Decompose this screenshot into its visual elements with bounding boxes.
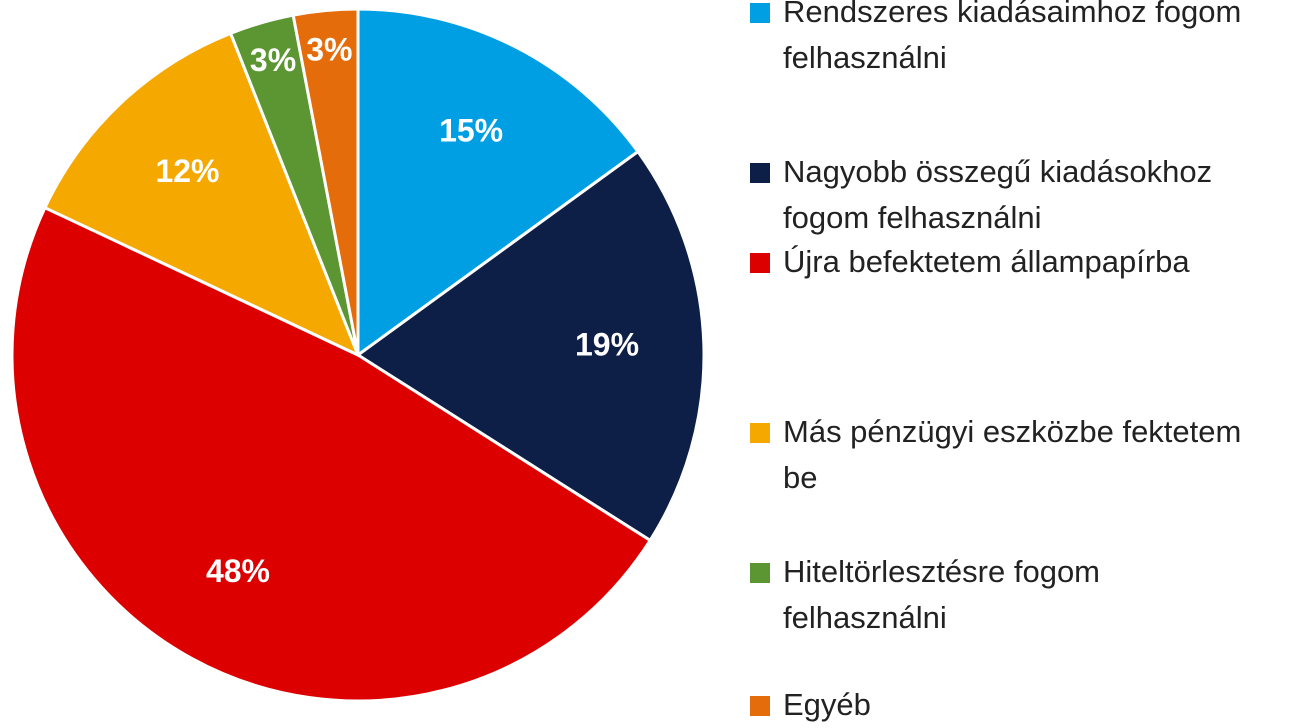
legend-label: Más pénzügyi eszközbe fektetem be bbox=[783, 414, 1242, 495]
pie-slice bbox=[10, 205, 653, 703]
pie-slice bbox=[291, 7, 360, 356]
legend-entry: Nagyobb összegű kiadásokhoz fogom felhas… bbox=[750, 149, 1270, 241]
data-label: 15% bbox=[439, 112, 503, 148]
legend-swatch bbox=[750, 423, 770, 443]
legend-swatch bbox=[750, 163, 770, 183]
legend-label: Újra befektetem állampapírba bbox=[783, 244, 1190, 279]
chart: 15% 19% 48% 12% 3% 3% bbox=[10, 7, 706, 703]
legend-swatch bbox=[750, 563, 770, 583]
legend-label: Nagyobb összegű kiadásokhoz fogom felhas… bbox=[783, 154, 1213, 235]
legend-entry: Egyéb bbox=[750, 682, 1270, 728]
legend-entry: Hiteltörlesztésre fogom felhasználni bbox=[750, 549, 1270, 641]
legend-swatch bbox=[750, 253, 770, 273]
data-label: 3% bbox=[306, 31, 352, 67]
legend-entry: Rendszeres kiadásaimhoz fogom felhasznál… bbox=[750, 0, 1270, 81]
legend-entry: Újra befektetem állampapírba bbox=[750, 239, 1270, 285]
legend-swatch bbox=[750, 3, 770, 23]
data-label: 48% bbox=[206, 553, 270, 589]
pie-slice bbox=[356, 7, 641, 358]
data-label: 19% bbox=[575, 327, 639, 363]
legend-swatch bbox=[750, 696, 770, 716]
legend-entry: Más pénzügyi eszközbe fektetem be bbox=[750, 409, 1270, 501]
legend-label: Egyéb bbox=[783, 687, 871, 722]
pie-slice bbox=[355, 149, 706, 543]
data-label: 12% bbox=[155, 153, 219, 189]
legend-label: Rendszeres kiadásaimhoz fogom felhasznál… bbox=[783, 0, 1242, 75]
data-label: 3% bbox=[250, 42, 296, 78]
legend-label: Hiteltörlesztésre fogom felhasználni bbox=[783, 554, 1101, 635]
pie-slice bbox=[42, 31, 361, 358]
